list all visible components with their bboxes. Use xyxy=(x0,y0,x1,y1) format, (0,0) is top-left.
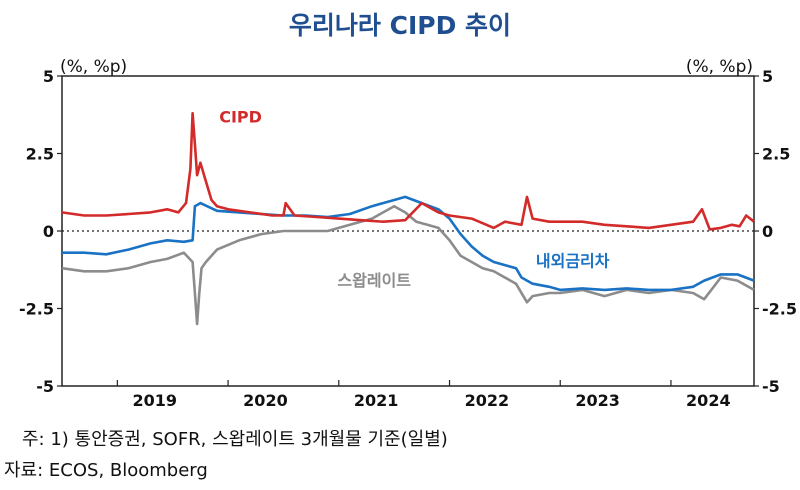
source-note: 주: 1) 통안증권, SOFR, 스왑레이트 3개월물 기준(일별) xyxy=(22,429,448,450)
x-tick-label: 2022 xyxy=(465,391,510,410)
x-tick-label: 2020 xyxy=(243,391,288,410)
series-line-swap-rate xyxy=(61,204,755,326)
series-label-swap-rate: 스왑레이트 xyxy=(337,271,411,290)
x-tick-label: 2019 xyxy=(132,391,177,410)
x-tick-label: 2021 xyxy=(354,391,399,410)
chart-title: 우리나라 CIPD 추이 xyxy=(289,11,511,40)
series-label-interest-rate-differential: 내외금리차 xyxy=(536,252,610,271)
series-layer xyxy=(61,111,755,326)
y-tick-label-right: -2.5 xyxy=(762,300,797,319)
y-tick-label-right: 0 xyxy=(762,222,773,241)
y-tick-label-right: -5 xyxy=(762,377,780,396)
y-tick-label-left: 5 xyxy=(43,67,54,86)
y-tick-label-left: 0 xyxy=(43,222,54,241)
source-line: 자료: ECOS, Bloomberg xyxy=(4,460,208,481)
series-line-cipd xyxy=(61,111,755,231)
left-unit-label: (%, %p) xyxy=(60,57,127,77)
x-tick-label: 2023 xyxy=(575,391,620,410)
right-unit-label: (%, %p) xyxy=(686,57,753,77)
y-tick-label-left: -5 xyxy=(36,377,54,396)
axes: 5 5 2.5 2.5 0 0 -2.5 -2.5 -5 -5 2019 2020 2021 2022 20… xyxy=(19,67,797,410)
y-tick-label-left: 2.5 xyxy=(26,145,54,164)
x-tick-label: 2024 xyxy=(686,391,731,410)
series-label-cipd: CIPD xyxy=(219,108,262,127)
y-tick-label-right: 2.5 xyxy=(762,145,790,164)
y-tick-label-right: 5 xyxy=(762,67,773,86)
y-tick-label-left: -2.5 xyxy=(19,300,54,319)
series-line-interest-rate-differential xyxy=(62,195,755,292)
